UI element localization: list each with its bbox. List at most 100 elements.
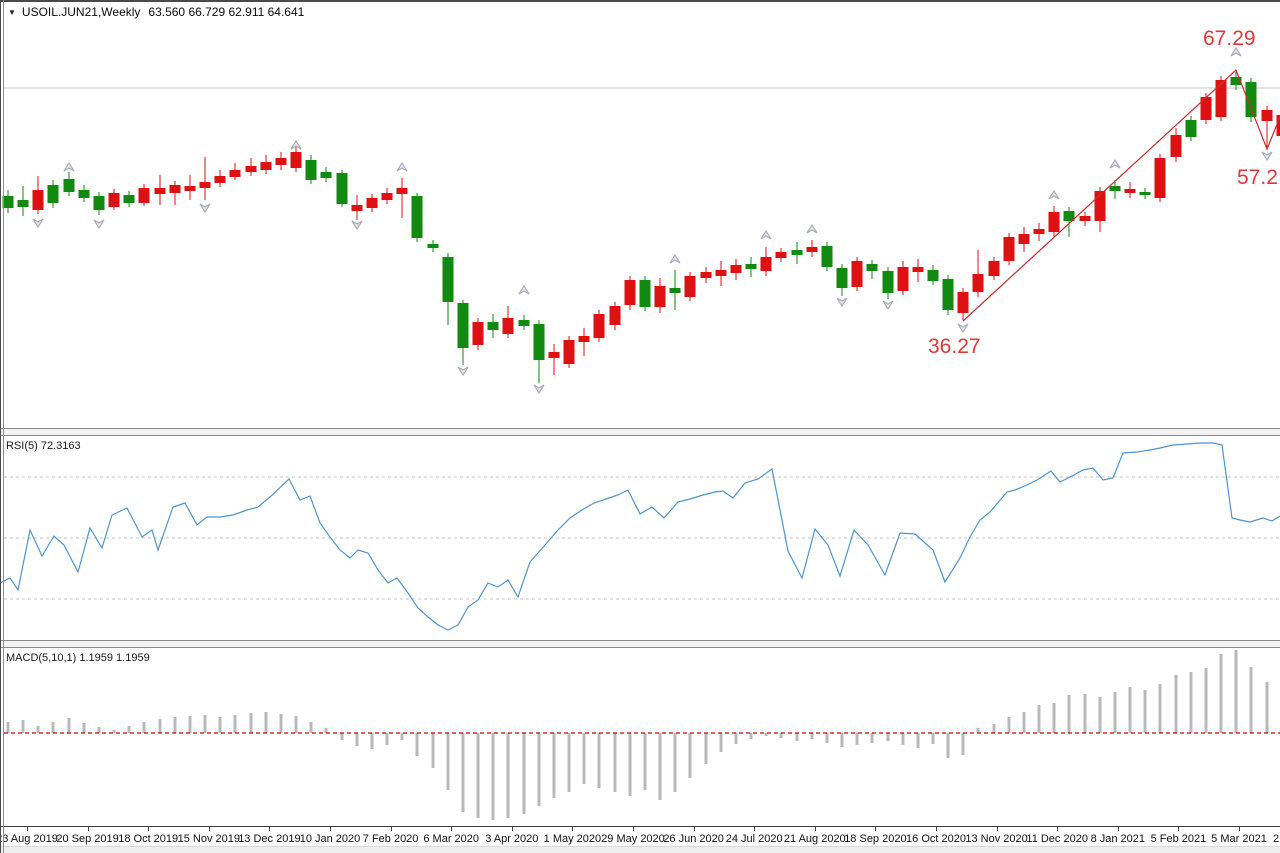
symbol-period-label: USOIL.JUN21,Weekly — [21, 5, 141, 19]
price-annotation-trough: 36.27 — [928, 335, 981, 358]
time-axis-label: 29 May 2020 — [601, 833, 665, 845]
macd-histogram-bar — [1189, 672, 1193, 733]
macd-histogram-bar — [1265, 682, 1269, 733]
macd-histogram-bar — [446, 733, 450, 790]
candle-body — [639, 280, 651, 307]
candle-body — [472, 322, 484, 345]
candle-body — [1109, 186, 1121, 191]
chart-title: ▼ USOIL.JUN21,Weekly 63.560 66.729 62.911 … — [8, 5, 304, 19]
macd-histogram-bar — [400, 733, 404, 740]
time-axis-strip — [0, 846, 1280, 853]
candle-body — [654, 286, 666, 307]
candle-body — [897, 267, 909, 291]
candle-body — [47, 185, 59, 203]
macd-histogram-bar — [946, 733, 950, 758]
candle-body — [1003, 237, 1015, 261]
chevron-down-icon[interactable]: ▼ — [8, 8, 16, 17]
macd-histogram-bar — [916, 733, 920, 748]
macd-histogram-bar — [476, 733, 480, 818]
time-axis-tick — [693, 827, 695, 831]
candle-body — [745, 264, 757, 269]
candle-body — [957, 292, 969, 313]
macd-histogram-bar — [795, 733, 799, 741]
macd-histogram-bar — [976, 728, 980, 733]
macd-histogram-bar — [749, 733, 753, 739]
candle-body — [730, 265, 742, 273]
candle-body — [17, 200, 29, 207]
window-left-edge — [0, 0, 1, 853]
macd-histogram-bar — [142, 722, 146, 733]
macd-histogram-bar — [658, 733, 662, 800]
macd-histogram-bar — [597, 733, 601, 788]
candle-body — [1200, 97, 1212, 120]
fractal-down-icon — [457, 366, 469, 377]
candle-body — [1018, 234, 1030, 244]
candle-body — [63, 179, 75, 192]
fractal-down-icon — [533, 384, 545, 395]
time-axis-tick — [390, 827, 392, 831]
macd-histogram-bar — [127, 726, 131, 733]
candle-body — [912, 267, 924, 272]
candle-body — [78, 190, 90, 198]
macd-indicator-label: MACD(5,10,1) 1.1959 1.1959 — [6, 652, 150, 664]
candle-body — [1094, 191, 1106, 221]
window-top-edge — [0, 0, 1280, 2]
panel-separator[interactable] — [0, 640, 1280, 648]
macd-histogram-bar — [764, 733, 768, 736]
time-axis-tick — [875, 827, 877, 831]
macd-histogram-bar — [734, 733, 738, 744]
candle-body — [518, 320, 530, 326]
macd-histogram-bar — [506, 733, 510, 818]
candle-body — [245, 166, 257, 172]
candle-body — [2, 196, 14, 208]
macd-histogram-bar — [370, 733, 374, 749]
fractal-up-icon — [1230, 46, 1242, 57]
macd-histogram-bar — [855, 733, 859, 745]
candle-body — [927, 270, 939, 281]
price-annotation-peak: 67.29 — [1203, 27, 1256, 50]
fractal-down-icon — [882, 300, 894, 311]
time-axis-label: 13 Dec 2019 — [238, 833, 301, 845]
macd-histogram-bar — [1098, 697, 1102, 733]
macd-histogram-bar — [1234, 650, 1238, 733]
candle-body — [1033, 229, 1045, 234]
candle-body — [169, 185, 181, 193]
macd-histogram-bar — [1128, 687, 1132, 733]
macd-histogram-bar — [491, 733, 495, 820]
candle-body — [305, 160, 317, 180]
candle-body — [1230, 77, 1242, 85]
price-annotation-pullback: 57.2 — [1237, 166, 1278, 189]
macd-histogram-bar — [1158, 684, 1162, 733]
macd-histogram-bar — [719, 733, 723, 752]
panel-separator[interactable] — [0, 428, 1280, 436]
candle-body — [123, 195, 135, 203]
time-axis-label: 16 Oct 2020 — [906, 833, 966, 845]
macd-histogram-bar — [931, 733, 935, 744]
macd-histogram-bar — [1204, 668, 1208, 733]
fractal-up-icon — [290, 139, 302, 150]
macd-histogram-bar — [886, 733, 890, 741]
candle-body — [624, 280, 636, 305]
fractal-down-icon — [199, 203, 211, 214]
macd-histogram-bar — [461, 733, 465, 812]
candle-body — [578, 336, 590, 342]
candle-body — [275, 158, 287, 165]
candle-body — [1139, 192, 1151, 195]
macd-histogram-bar — [567, 733, 571, 792]
macd-panel[interactable] — [0, 648, 1280, 826]
candle-body — [684, 276, 696, 297]
time-axis-label: 18 Oct 2019 — [118, 833, 179, 845]
fractal-down-icon — [836, 297, 848, 308]
candle-body — [1185, 120, 1197, 137]
macd-histogram-bar — [552, 733, 556, 798]
candle-body — [320, 172, 332, 178]
macd-histogram-bar — [704, 733, 708, 764]
time-axis-label: 5 Mar 2021 — [1211, 833, 1267, 845]
macd-histogram-bar — [173, 717, 177, 733]
macd-histogram-bar — [1083, 694, 1087, 733]
macd-histogram-bar — [249, 713, 253, 733]
candle-body — [669, 288, 681, 293]
time-axis-label: 11 Dec 2020 — [1026, 833, 1088, 845]
macd-histogram-bar — [992, 724, 996, 733]
